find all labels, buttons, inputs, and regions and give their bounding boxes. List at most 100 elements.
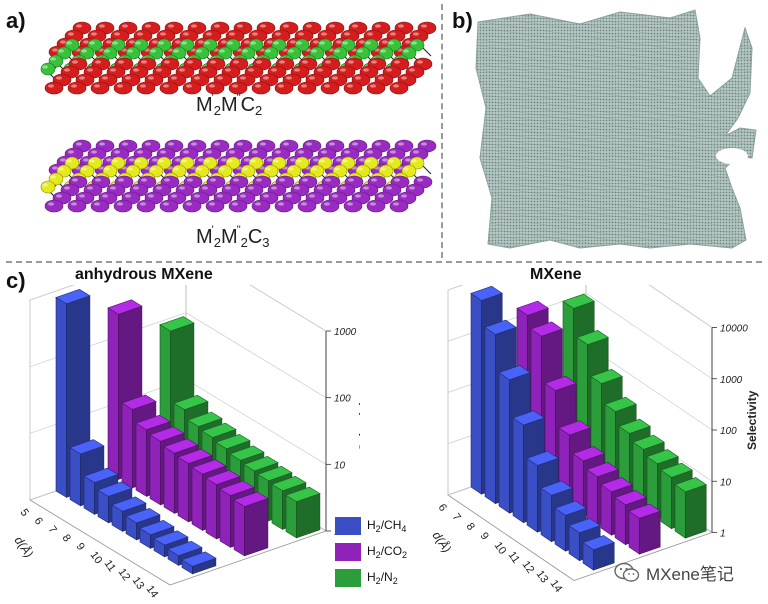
horizontal-divider (6, 261, 762, 263)
red-atom-highlight (83, 40, 89, 44)
red-atom-highlight (145, 24, 151, 28)
purple-atom-highlight (175, 158, 181, 162)
purple-atom (343, 199, 363, 213)
red-atom-highlight (156, 68, 162, 72)
purple-atom-highlight (156, 186, 162, 190)
red-atom (274, 81, 294, 95)
red-atom-highlight (129, 40, 135, 44)
purple-atom-highlight (198, 158, 204, 162)
legend-item-h2-n2: H2/N2 (335, 567, 407, 589)
red-atom-highlight (95, 60, 101, 64)
red-atom-highlight (210, 60, 216, 64)
red-atom-highlight (405, 40, 411, 44)
purple-atom-highlight (83, 158, 89, 162)
green-atom (102, 46, 118, 60)
green-atom-highlight (58, 49, 64, 53)
red-atom-highlight (283, 24, 289, 28)
red-atom-highlight (329, 24, 335, 28)
red-atom-highlight (186, 84, 192, 88)
red-atom-highlight (125, 76, 131, 80)
green-atom-highlight (158, 41, 164, 45)
red-atom-highlight (294, 68, 300, 72)
red-atom-highlight (271, 68, 277, 72)
x-tick-label: 14 (548, 578, 565, 595)
purple-atom-highlight (225, 186, 231, 190)
red-atom (228, 81, 248, 95)
yellow-atom-highlight (104, 167, 110, 171)
red-atom-highlight (76, 24, 82, 28)
yellow-atom-highlight (296, 159, 302, 163)
purple-atom-highlight (363, 186, 369, 190)
yellow-atom-highlight (181, 159, 187, 163)
y-axis-label: Selectivity (745, 390, 759, 450)
purple-atom-highlight (52, 166, 58, 170)
green-atom-highlight (50, 57, 56, 61)
y-tick-label: 1 (720, 529, 726, 540)
green-atom (148, 46, 164, 60)
formula-m2mc2: M'2M"C2 (196, 92, 263, 118)
yellow-atom (355, 164, 371, 178)
x-tick-label: 12 (520, 559, 537, 576)
green-atom (194, 46, 210, 60)
yellow-atom-highlight (50, 175, 56, 179)
red-atom-highlight (286, 76, 292, 80)
red-atom-highlight (68, 32, 74, 36)
purple-atom-highlight (271, 186, 277, 190)
red-atom-highlight (175, 40, 181, 44)
purple-atom-highlight (194, 194, 200, 198)
red-atom-highlight (248, 68, 254, 72)
green-atom-highlight (288, 49, 294, 53)
purple-atom-highlight (252, 150, 258, 154)
yellow-atom (248, 156, 264, 170)
bar-chart-mxene: 110100100010000Selectivity67891011121314… (430, 285, 759, 595)
yellow-atom (56, 164, 72, 178)
red-atom-highlight (71, 84, 77, 88)
green-atom-highlight (311, 49, 317, 53)
y-tick-label: 1000 (720, 375, 743, 386)
purple-atom-highlight (60, 158, 66, 162)
yellow-atom-highlight (365, 159, 371, 163)
yellow-atom (294, 156, 310, 170)
purple-atom-highlight (210, 178, 216, 182)
red-atom-highlight (244, 40, 250, 44)
x-tick-label: 7 (46, 524, 59, 536)
purple-atom-highlight (71, 202, 77, 206)
red-atom-highlight (60, 40, 66, 44)
green-atom (309, 46, 325, 60)
purple-atom-highlight (206, 150, 212, 154)
purple-atom-highlight (359, 158, 365, 162)
panel-label-c: c) (6, 268, 26, 293)
yellow-atom-highlight (411, 159, 417, 163)
bar-h2-ch4-14 (181, 551, 217, 575)
purple-atom-highlight (91, 150, 97, 154)
yellow-atom (202, 156, 218, 170)
red-atom-highlight (267, 40, 273, 44)
yellow-atom (156, 156, 172, 170)
x-tick-label: 11 (506, 549, 522, 565)
yellow-atom (87, 156, 103, 170)
green-atom-highlight (357, 49, 363, 53)
red-atom-highlight (278, 84, 284, 88)
purple-atom-highlight (187, 178, 193, 182)
green-atom (202, 38, 218, 52)
purple-atom-highlight (56, 194, 62, 198)
purple-atom-highlight (324, 202, 330, 206)
purple-atom-highlight (313, 158, 319, 162)
yellow-atom (409, 156, 425, 170)
purple-atom-highlight (348, 178, 354, 182)
yellow-atom (110, 156, 126, 170)
red-atom-highlight (348, 60, 354, 64)
yellow-atom-highlight (112, 159, 118, 163)
legend-label: H2/CH4 (367, 518, 407, 534)
yellow-atom-highlight (357, 167, 363, 171)
yellow-atom (225, 156, 241, 170)
membrane-simulation-image (475, 9, 757, 249)
yellow-atom-highlight (242, 167, 248, 171)
yellow-atom (271, 156, 287, 170)
purple-atom-highlight (325, 178, 331, 182)
purple-atom-highlight (301, 202, 307, 206)
green-atom (378, 46, 394, 60)
purple-atom-highlight (118, 178, 124, 182)
red-atom (90, 81, 110, 95)
red-atom-highlight (301, 84, 307, 88)
